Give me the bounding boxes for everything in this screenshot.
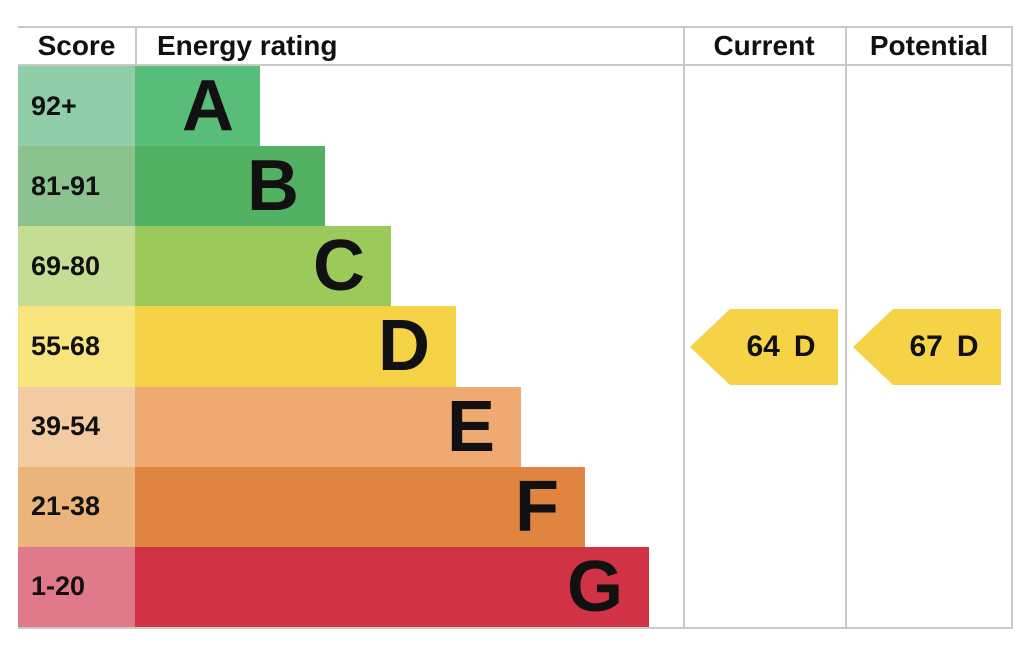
potential-column-divider	[845, 26, 847, 629]
band-a-bar: A	[135, 66, 260, 147]
band-g-score-range: 1-20	[18, 546, 135, 627]
band-c-letter: C	[313, 226, 365, 307]
band-row-b: 81-91 B	[18, 146, 1013, 227]
band-f-bar: F	[135, 466, 585, 547]
current-rating-value: 64	[746, 330, 780, 363]
band-a-score-range: 92+	[18, 66, 135, 147]
epc-table: Score Energy rating Current Potential 92…	[18, 26, 1013, 629]
band-d-letter: D	[378, 306, 430, 387]
table-right-border	[1011, 26, 1013, 629]
band-b-score-range: 81-91	[18, 146, 135, 227]
potential-rating-letter: D	[956, 330, 979, 363]
band-row-g: 1-20 G	[18, 546, 1013, 627]
band-c-score-range: 69-80	[18, 226, 135, 307]
band-d-score-range: 55-68	[18, 306, 135, 387]
potential-rating-value: 67	[909, 330, 943, 363]
band-g-letter: G	[566, 546, 623, 627]
band-row-d: 55-68 D	[18, 306, 1013, 387]
band-a-letter: A	[182, 66, 234, 147]
band-b-bar: B	[135, 146, 325, 227]
score-column-header: Score	[37, 30, 116, 61]
energy-rating-column-header: Energy rating	[157, 30, 338, 61]
band-f-letter: F	[515, 466, 559, 547]
current-column-header: Current	[713, 30, 815, 61]
band-row-c: 69-80 C	[18, 226, 1013, 307]
band-f-score-range: 21-38	[18, 466, 135, 547]
table-bottom-border	[18, 627, 1013, 629]
current-column-divider	[683, 26, 685, 629]
band-d-bar: D	[135, 306, 456, 387]
band-e-score-range: 39-54	[18, 386, 135, 467]
band-row-a: 92+ A	[18, 66, 1013, 147]
current-rating-letter: D	[793, 330, 816, 363]
band-rows: 92+ A 81-91 B 69-80 C 55-68	[18, 66, 1013, 627]
band-row-e: 39-54 E	[18, 386, 1013, 467]
band-b-letter: B	[247, 146, 299, 227]
potential-column-header: Potential	[869, 30, 989, 61]
header-bottom-border	[18, 64, 1013, 66]
score-column-divider	[135, 26, 137, 66]
band-row-f: 21-38 F	[18, 466, 1013, 547]
band-e-letter: E	[446, 386, 495, 467]
table-top-border	[18, 26, 1013, 28]
band-e-bar: E	[135, 386, 521, 467]
band-c-bar: C	[135, 226, 391, 307]
band-g-bar: G	[135, 546, 649, 627]
